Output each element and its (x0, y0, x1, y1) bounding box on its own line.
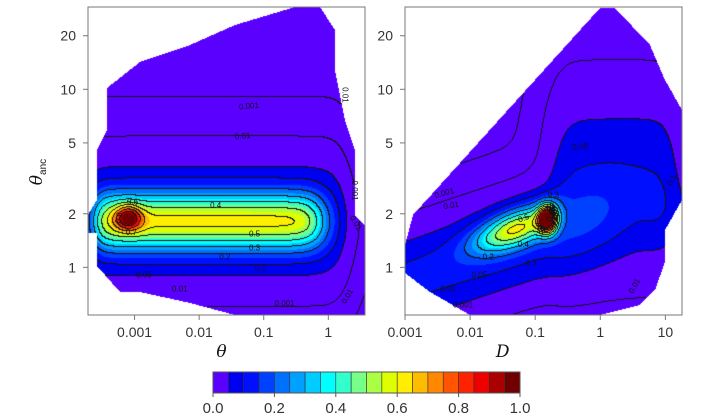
contour-label: 0.8 (545, 209, 557, 223)
contour-label: 0.001 (239, 101, 260, 112)
contour-label: 0.05 (136, 271, 152, 280)
contour-label: 0.001 (433, 186, 455, 200)
colorbar-swatch (228, 371, 245, 394)
contour-label: 0.01 (234, 131, 251, 141)
contour-label: 0.6 (127, 198, 139, 207)
y-tick-label: 10 (60, 81, 76, 97)
x-tick-label: 1 (324, 324, 332, 340)
y-axis-label: θanc (27, 159, 49, 185)
y-tick-label: 1 (68, 259, 76, 275)
colorbar-tick-label: 0.6 (387, 400, 408, 417)
colorbar-swatch (289, 371, 306, 394)
colorbar-swatch (473, 371, 490, 394)
x-tick-label: 0.001 (387, 324, 422, 340)
contour-label: 0.2 (483, 253, 495, 262)
contour-label: 0.5 (249, 229, 261, 238)
x-tick-label: 0.1 (525, 324, 545, 340)
colorbar-swatch (335, 371, 352, 394)
contour-label: 0.1 (255, 263, 267, 272)
contour-label: 0.01 (172, 285, 188, 294)
colorbar-swatch (350, 371, 367, 394)
x-tick-label: 0.01 (186, 324, 213, 340)
colorbar-swatch (304, 371, 321, 394)
contour-label: 0.001 (275, 299, 296, 308)
x-tick-label: 0.001 (117, 324, 152, 340)
colorbar-swatch (442, 371, 459, 394)
contour-label: 0.05 (572, 141, 589, 151)
contour-label: 0.001 (350, 181, 359, 202)
x-tick-label: 1 (596, 324, 604, 340)
contour-label: 0.3 (548, 190, 560, 199)
x-tick-label: 0.01 (456, 324, 483, 340)
colorbar-swatch (320, 371, 337, 394)
y-tick-label: 2 (68, 206, 76, 222)
colorbar-tick-label: 0.4 (325, 400, 346, 417)
colorbar-swatch (381, 371, 398, 394)
y-axis-label-symbol: θ (27, 175, 47, 185)
colorbar-swatch (243, 371, 260, 394)
contour-label: 0.1 (525, 257, 538, 268)
contour-label: 0.01 (340, 287, 356, 305)
contour-label: 0.5 (517, 212, 531, 224)
x-axis-label-right: D (495, 342, 510, 362)
colorbar-swatch (458, 371, 475, 394)
colorbar-swatch (488, 371, 505, 394)
colorbar-swatch (274, 371, 291, 394)
contour-label: 0.8 (113, 211, 124, 224)
contour-label: 0.01 (443, 200, 460, 212)
contour-label: 0.01 (341, 87, 350, 103)
y-tick-label: 1 (385, 259, 393, 275)
colorbar-frame (212, 371, 521, 394)
contour-label: 0.4 (518, 240, 530, 249)
y-axis-label-subscript: anc (38, 159, 49, 175)
colorbar-swatch (212, 371, 229, 394)
colorbar-swatch (396, 371, 413, 394)
colorbar-tick-label: 0.2 (264, 400, 285, 417)
x-tick-label: 0.1 (254, 324, 274, 340)
contour-label: 0.1 (665, 173, 679, 188)
y-tick-label: 2 (385, 206, 393, 222)
contour-label: 0.01 (627, 276, 643, 294)
colorbar-tick-label: 0.0 (203, 400, 224, 417)
plot-frame-right (404, 6, 683, 316)
y-tick-label: 20 (377, 28, 393, 44)
x-tick-label: 10 (658, 324, 674, 340)
y-tick-label: 5 (385, 135, 393, 151)
contour-label: 0.4 (210, 201, 222, 210)
contour-label: 0.05 (471, 271, 487, 280)
colorbar-tick-label: 0.8 (448, 400, 469, 417)
contour-label: 0.01 (348, 214, 364, 232)
x-axis-label-left: θ (216, 342, 226, 362)
y-tick-label: 20 (60, 28, 76, 44)
colorbar-swatch (366, 371, 383, 394)
y-tick-label: 5 (68, 135, 76, 151)
contour-label: 0.001 (453, 300, 474, 309)
contour-label: 0.2 (219, 253, 231, 262)
contour-label: 0.7 (126, 228, 138, 237)
plot-frame-left (87, 6, 366, 316)
contour-label: 0.01 (440, 285, 456, 294)
colorbar-swatch (258, 371, 275, 394)
colorbar-swatch (504, 371, 521, 394)
colorbar-swatch (427, 371, 444, 394)
contour-label: 0.3 (249, 244, 261, 253)
colorbar-swatch (412, 371, 429, 394)
colorbar-tick-label: 1.0 (510, 400, 531, 417)
y-tick-label: 10 (377, 81, 393, 97)
